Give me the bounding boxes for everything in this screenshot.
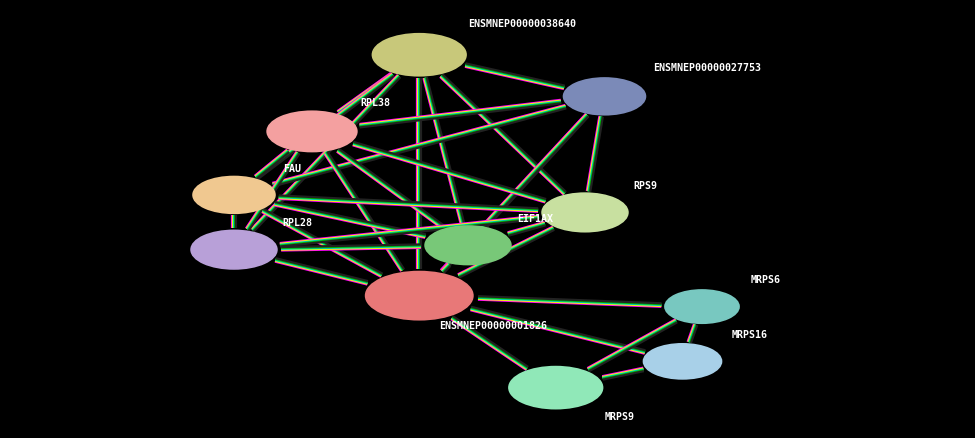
Text: MRPS9: MRPS9 — [604, 413, 635, 422]
Text: ENSMNEP00000038640: ENSMNEP00000038640 — [468, 19, 576, 29]
Circle shape — [191, 230, 277, 269]
Text: ENSMNEP00000027753: ENSMNEP00000027753 — [653, 63, 761, 73]
Text: FAU: FAU — [283, 164, 300, 173]
Text: RPS9: RPS9 — [634, 181, 658, 191]
Circle shape — [542, 193, 628, 232]
Text: MRPS16: MRPS16 — [731, 330, 767, 340]
Circle shape — [193, 177, 275, 213]
Circle shape — [644, 344, 722, 379]
Text: RPL38: RPL38 — [361, 98, 391, 108]
Text: ENSMNEP00000001826: ENSMNEP00000001826 — [439, 321, 547, 331]
Text: EIF1AX: EIF1AX — [517, 214, 553, 224]
Circle shape — [564, 78, 645, 115]
Circle shape — [372, 34, 466, 76]
Text: MRPS6: MRPS6 — [751, 276, 781, 285]
Circle shape — [366, 272, 473, 320]
Text: RPL28: RPL28 — [283, 219, 313, 228]
Circle shape — [509, 367, 603, 409]
Circle shape — [425, 226, 511, 265]
Circle shape — [267, 111, 357, 152]
Circle shape — [665, 290, 739, 323]
